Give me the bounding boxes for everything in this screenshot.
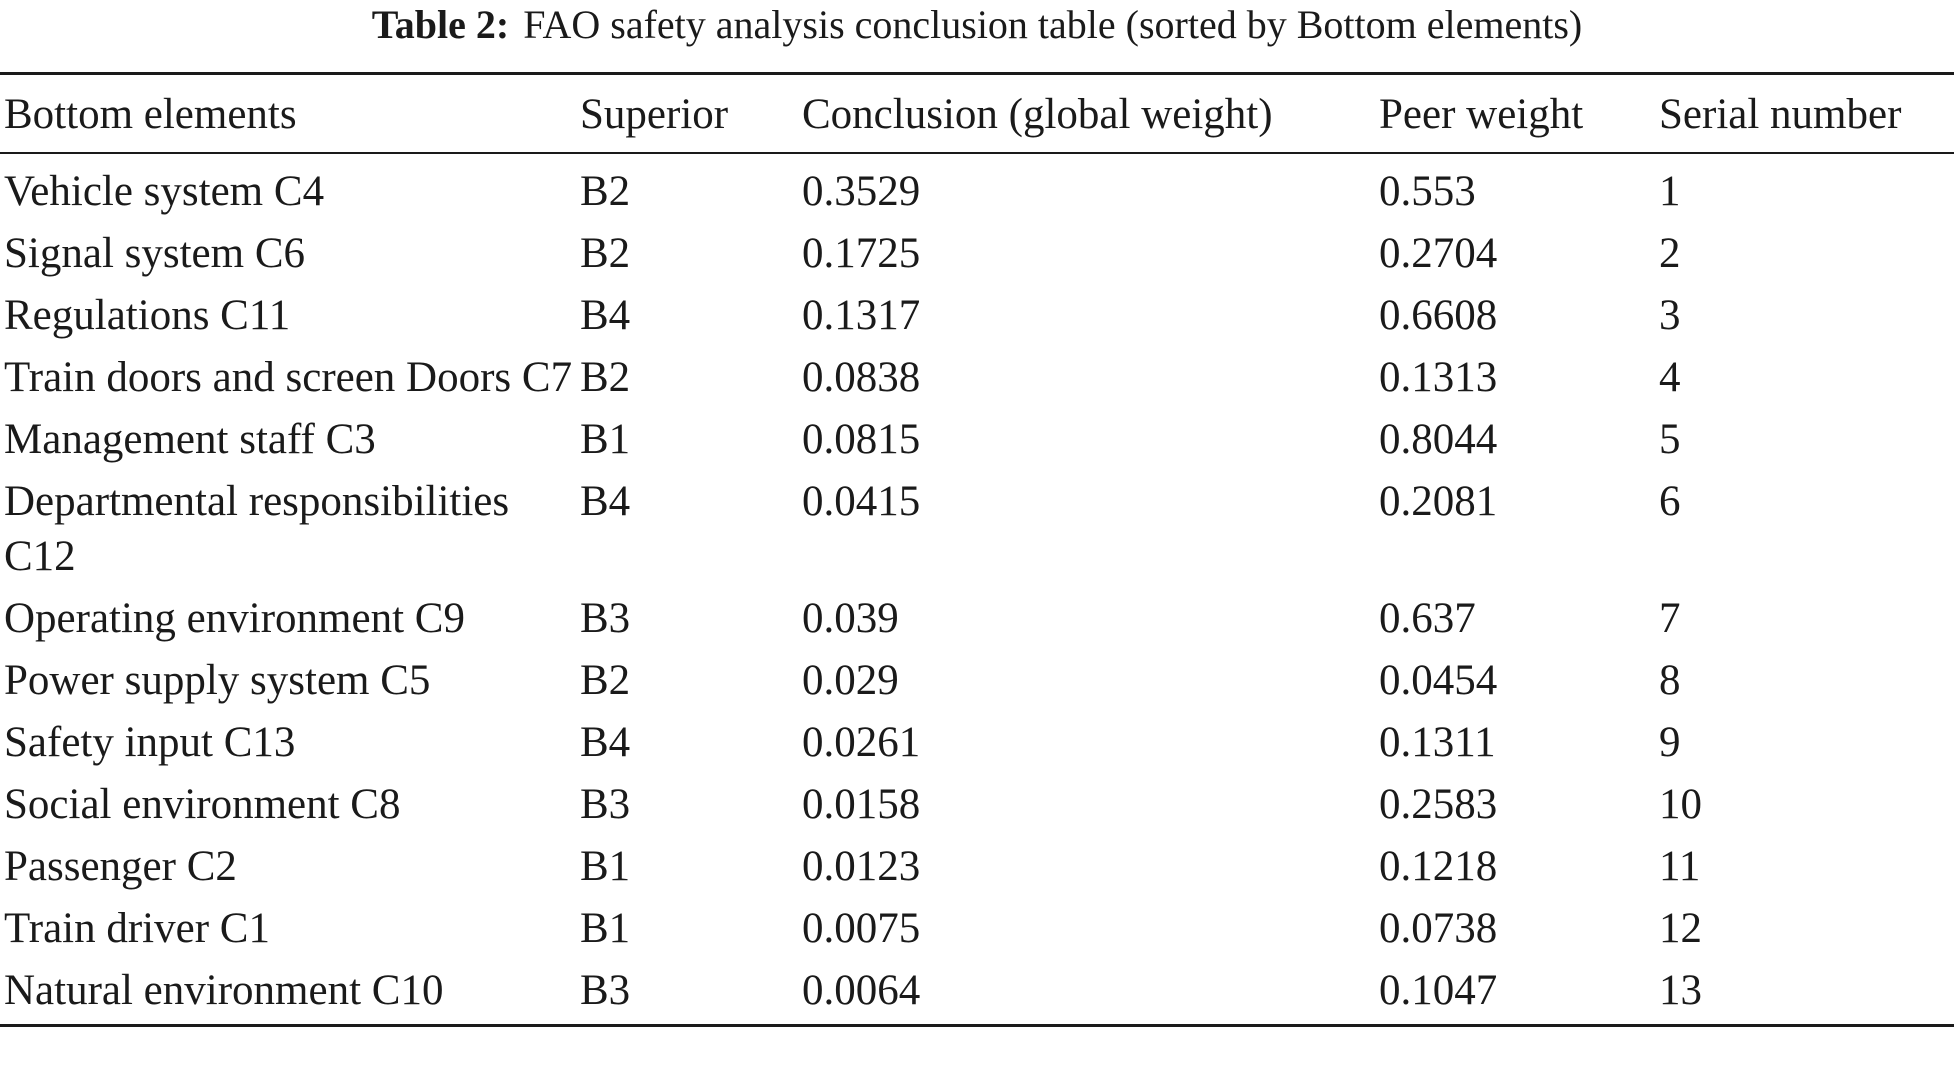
cell-superior: B3 xyxy=(580,967,631,1014)
cell-global-weight: 0.0415 xyxy=(802,478,921,525)
table-row: Power supply system C5 B2 0.029 0.0454 8 xyxy=(0,652,1954,714)
cell-peer-weight: 0.1047 xyxy=(1379,967,1498,1014)
cell-global-weight: 0.0158 xyxy=(802,781,921,828)
cell-superior: B2 xyxy=(580,354,631,401)
cell-global-weight: 0.0123 xyxy=(802,843,921,890)
cell-bottom-element: Operating environment C9 xyxy=(4,595,465,642)
cell-bottom-element: Departmental responsibilities C12 xyxy=(4,478,510,580)
cell-peer-weight: 0.2081 xyxy=(1379,478,1498,525)
table-row: Train doors and screen Doors C7 B2 0.083… xyxy=(0,349,1954,411)
cell-global-weight: 0.1725 xyxy=(802,230,921,277)
cell-superior: B1 xyxy=(580,416,631,463)
cell-peer-weight: 0.1218 xyxy=(1379,843,1498,890)
table-caption: Table 2: FAO safety analysis conclusion t… xyxy=(0,0,1954,50)
cell-superior: B1 xyxy=(580,905,631,952)
cell-superior: B4 xyxy=(580,478,631,525)
safety-analysis-table: Bottom elements Superior Conclusion (glo… xyxy=(0,72,1954,1027)
cell-superior: B2 xyxy=(580,657,631,704)
cell-peer-weight: 0.1313 xyxy=(1379,354,1498,401)
cell-serial-number: 6 xyxy=(1659,478,1681,525)
cell-superior: B3 xyxy=(580,595,631,642)
cell-superior: B1 xyxy=(580,843,631,890)
table-header: Bottom elements Superior Conclusion (glo… xyxy=(0,73,1954,153)
header-peer-weight: Peer weight xyxy=(1379,91,1584,138)
cell-peer-weight: 0.0738 xyxy=(1379,905,1498,952)
cell-serial-number: 1 xyxy=(1659,168,1681,215)
cell-peer-weight: 0.637 xyxy=(1379,595,1476,642)
cell-bottom-element: Signal system C6 xyxy=(4,230,306,277)
header-superior: Superior xyxy=(580,91,729,138)
header-conclusion: Conclusion (global weight) xyxy=(802,91,1273,138)
cell-global-weight: 0.039 xyxy=(802,595,899,642)
cell-serial-number: 10 xyxy=(1659,781,1702,828)
cell-superior: B4 xyxy=(580,292,631,339)
cell-bottom-element: Natural environment C10 xyxy=(4,967,444,1014)
cell-bottom-element: Train driver C1 xyxy=(4,905,270,952)
cell-peer-weight: 0.8044 xyxy=(1379,416,1498,463)
cell-serial-number: 7 xyxy=(1659,595,1681,642)
table-row: Departmental responsibilities C12 B4 0.0… xyxy=(0,473,1954,590)
table-row: Operating environment C9 B3 0.039 0.637 … xyxy=(0,590,1954,652)
cell-peer-weight: 0.553 xyxy=(1379,168,1476,215)
cell-global-weight: 0.029 xyxy=(802,657,899,704)
cell-peer-weight: 0.1311 xyxy=(1379,719,1496,766)
cell-bottom-element: Passenger C2 xyxy=(4,843,237,890)
cell-serial-number: 13 xyxy=(1659,967,1702,1014)
header-bottom-elements: Bottom elements xyxy=(4,91,297,138)
cell-global-weight: 0.0075 xyxy=(802,905,921,952)
table-caption-text: FAO safety analysis conclusion table (so… xyxy=(523,2,1583,47)
cell-serial-number: 4 xyxy=(1659,354,1681,401)
cell-global-weight: 0.0838 xyxy=(802,354,921,401)
cell-serial-number: 11 xyxy=(1659,843,1701,890)
cell-bottom-element: Train doors and screen Doors C7 xyxy=(4,354,573,401)
cell-peer-weight: 0.6608 xyxy=(1379,292,1498,339)
table-row: Passenger C2 B1 0.0123 0.1218 11 xyxy=(0,838,1954,900)
cell-bottom-element: Vehicle system C4 xyxy=(4,168,325,215)
cell-superior: B3 xyxy=(580,781,631,828)
cell-superior: B4 xyxy=(580,719,631,766)
cell-bottom-element: Regulations C11 xyxy=(4,292,291,339)
table-body: Vehicle system C4 B2 0.3529 0.553 1 Sign… xyxy=(0,153,1954,1026)
cell-peer-weight: 0.2704 xyxy=(1379,230,1498,277)
cell-peer-weight: 0.0454 xyxy=(1379,657,1498,704)
cell-bottom-element: Power supply system C5 xyxy=(4,657,431,704)
cell-peer-weight: 0.2583 xyxy=(1379,781,1498,828)
cell-superior: B2 xyxy=(580,168,631,215)
table-container: Bottom elements Superior Conclusion (glo… xyxy=(0,72,1954,1027)
table-row: Natural environment C10 B3 0.0064 0.1047… xyxy=(0,962,1954,1026)
table-row: Vehicle system C4 B2 0.3529 0.553 1 xyxy=(0,153,1954,225)
cell-global-weight: 0.0815 xyxy=(802,416,921,463)
table-row: Regulations C11 B4 0.1317 0.6608 3 xyxy=(0,287,1954,349)
table-row: Management staff C3 B1 0.0815 0.8044 5 xyxy=(0,411,1954,473)
header-row: Bottom elements Superior Conclusion (glo… xyxy=(0,73,1954,153)
cell-serial-number: 8 xyxy=(1659,657,1681,704)
cell-global-weight: 0.0261 xyxy=(802,719,921,766)
cell-superior: B2 xyxy=(580,230,631,277)
header-serial-number: Serial number xyxy=(1659,91,1902,138)
cell-bottom-element: Safety input C13 xyxy=(4,719,296,766)
cell-global-weight: 0.3529 xyxy=(802,168,921,215)
table-row: Social environment C8 B3 0.0158 0.2583 1… xyxy=(0,776,1954,838)
cell-bottom-element: Management staff C3 xyxy=(4,416,376,463)
table-caption-label: Table 2: xyxy=(371,2,510,47)
cell-global-weight: 0.1317 xyxy=(802,292,921,339)
cell-serial-number: 2 xyxy=(1659,230,1681,277)
cell-serial-number: 3 xyxy=(1659,292,1681,339)
table-row: Signal system C6 B2 0.1725 0.2704 2 xyxy=(0,225,1954,287)
cell-serial-number: 5 xyxy=(1659,416,1681,463)
table-row: Train driver C1 B1 0.0075 0.0738 12 xyxy=(0,900,1954,962)
cell-serial-number: 9 xyxy=(1659,719,1681,766)
table-row: Safety input C13 B4 0.0261 0.1311 9 xyxy=(0,714,1954,776)
cell-bottom-element: Social environment C8 xyxy=(4,781,401,828)
cell-global-weight: 0.0064 xyxy=(802,967,921,1014)
cell-serial-number: 12 xyxy=(1659,905,1702,952)
